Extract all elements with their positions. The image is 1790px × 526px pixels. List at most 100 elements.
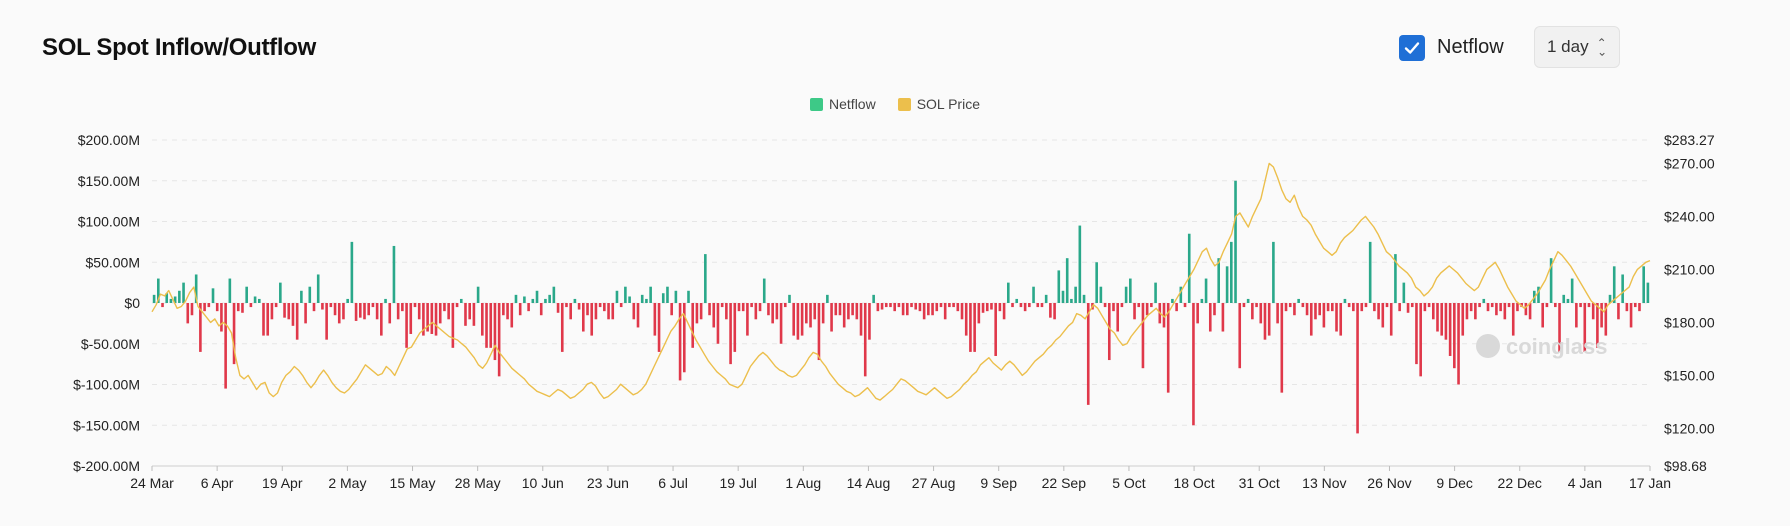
y-left-tick-label: $0 (124, 295, 140, 311)
x-tick-label: 2 May (328, 475, 366, 491)
netflow-bar (1600, 303, 1603, 328)
y-right-tick-label: $210.00 (1664, 261, 1715, 277)
netflow-bar (1175, 303, 1178, 312)
chevron-updown-icon: ⌃ ⌃ (1596, 36, 1607, 58)
netflow-bar (1453, 303, 1456, 369)
netflow-bar (1482, 298, 1486, 303)
netflow-bar (1352, 303, 1355, 312)
netflow-bar (611, 303, 615, 320)
netflow-bar (691, 303, 695, 348)
netflow-bar (1242, 303, 1246, 308)
netflow-bar (1516, 303, 1519, 312)
legend-label-sol-price: SOL Price (916, 96, 980, 112)
netflow-bar (1638, 303, 1641, 312)
netflow-bar (426, 303, 429, 332)
netflow-bar (451, 303, 455, 348)
netflow-bar (569, 303, 572, 320)
y-right-tick-label: $120.00 (1664, 420, 1715, 436)
netflow-bar (649, 286, 652, 303)
netflow-bar (220, 303, 223, 332)
netflow-bar (981, 303, 985, 313)
netflow-bar (1116, 303, 1120, 332)
netflow-bar (1015, 298, 1019, 303)
netflow-bar (615, 290, 619, 303)
netflow-bar (535, 290, 539, 303)
x-tick-label: 28 May (455, 475, 501, 491)
netflow-bar (257, 298, 261, 303)
netflow-bar (279, 282, 282, 303)
netflow-bar (880, 303, 884, 310)
netflow-bar (1528, 303, 1532, 320)
y-left-tick-label: $100.00M (78, 214, 140, 230)
netflow-bar (1356, 303, 1359, 434)
netflow-checkbox[interactable] (1399, 35, 1425, 61)
netflow-bar (695, 303, 699, 324)
netflow-bar (1629, 303, 1633, 328)
netflow-bar (603, 303, 606, 312)
netflow-bar (1642, 266, 1645, 303)
netflow-bar (1633, 303, 1637, 308)
coinglass-watermark: coinglass (1476, 334, 1607, 359)
netflow-bar (901, 303, 905, 316)
y-left-tick-label: $-100.00M (73, 377, 140, 393)
netflow-bar (1074, 286, 1077, 303)
legend-item-sol-price[interactable]: SOL Price (897, 96, 980, 112)
x-tick-label: 22 Dec (1498, 475, 1542, 491)
netflow-bar (847, 303, 850, 320)
netflow-bar (674, 290, 678, 303)
x-tick-label: 22 Sep (1042, 475, 1087, 491)
netflow-bar (1107, 303, 1111, 361)
x-tick-label: 1 Aug (785, 475, 821, 491)
netflow-bar (906, 303, 909, 316)
netflow-bar (262, 303, 265, 336)
netflow-bar (455, 303, 459, 308)
netflow-bar (152, 294, 156, 303)
netflow-bar (1575, 303, 1578, 328)
netflow-bar (678, 303, 682, 381)
netflow-bar (1263, 303, 1267, 340)
netflow-bar (1406, 303, 1410, 313)
netflow-bar (813, 303, 817, 320)
netflow-bar (371, 303, 375, 308)
netflow-bar (1230, 241, 1233, 303)
netflow-bar (960, 303, 964, 320)
netflow-bar (1495, 303, 1498, 316)
netflow-checkbox-label[interactable]: Netflow (1437, 36, 1504, 58)
netflow-bar (1469, 303, 1473, 312)
netflow-bar (358, 303, 362, 318)
netflow-bar (1141, 303, 1145, 369)
y-right-tick-label: $98.68 (1664, 458, 1707, 474)
netflow-bar (1448, 303, 1452, 356)
netflow-bar (868, 303, 871, 340)
netflow-bar (1078, 225, 1082, 303)
netflow-bar (1579, 303, 1582, 308)
netflow-bar (1314, 303, 1317, 320)
netflow-bar (985, 303, 989, 312)
interval-select[interactable]: 1 day ⌃ ⌃ (1534, 26, 1620, 68)
netflow-bar (1255, 303, 1258, 308)
y-left-tick-label: $150.00M (78, 173, 140, 189)
netflow-bar (939, 303, 943, 308)
x-tick-label: 31 Oct (1239, 475, 1280, 491)
netflow-bar (228, 278, 232, 303)
netflow-bar (1587, 303, 1591, 308)
netflow-bar (1301, 303, 1305, 308)
netflow-bar (384, 298, 387, 303)
netflow-bar (1221, 303, 1225, 332)
netflow-bar (1070, 298, 1073, 303)
y-right-tick-label: $283.27 (1664, 132, 1715, 148)
netflow-bar (224, 303, 227, 389)
netflow-bar (1162, 303, 1166, 328)
netflow-bar (598, 303, 602, 308)
netflow-bar (1061, 290, 1065, 303)
netflow-bar (1499, 303, 1502, 312)
netflow-bar (1040, 303, 1044, 308)
x-tick-label: 24 Mar (130, 475, 174, 491)
netflow-bar (943, 303, 947, 320)
netflow-bar (779, 303, 783, 344)
netflow-bar (1431, 303, 1435, 320)
legend-item-netflow[interactable]: Netflow (810, 96, 876, 112)
netflow-bar (1335, 303, 1338, 332)
netflow-bar (409, 303, 413, 334)
